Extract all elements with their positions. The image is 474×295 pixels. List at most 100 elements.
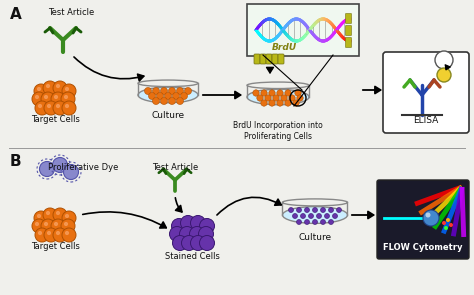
Circle shape xyxy=(312,207,318,212)
FancyBboxPatch shape xyxy=(278,54,284,64)
Circle shape xyxy=(44,222,48,226)
Circle shape xyxy=(180,227,194,242)
Circle shape xyxy=(191,216,206,230)
Circle shape xyxy=(181,93,188,99)
Circle shape xyxy=(426,212,430,217)
Circle shape xyxy=(53,228,67,242)
FancyBboxPatch shape xyxy=(254,54,260,64)
Text: FLOW Cytometry: FLOW Cytometry xyxy=(383,243,463,252)
Circle shape xyxy=(200,235,215,250)
Circle shape xyxy=(168,88,175,94)
Text: B: B xyxy=(10,154,22,169)
Circle shape xyxy=(446,218,450,222)
Circle shape xyxy=(297,207,301,212)
Text: A: A xyxy=(10,7,22,22)
Circle shape xyxy=(182,235,197,250)
Text: Target Cells: Target Cells xyxy=(30,115,80,124)
Circle shape xyxy=(44,101,58,115)
Circle shape xyxy=(51,219,65,233)
Text: Test Article: Test Article xyxy=(48,8,94,17)
Circle shape xyxy=(53,81,67,95)
Ellipse shape xyxy=(138,87,198,103)
Circle shape xyxy=(265,95,271,101)
Circle shape xyxy=(261,90,267,96)
Circle shape xyxy=(337,207,341,212)
Circle shape xyxy=(44,228,58,242)
Circle shape xyxy=(261,100,267,106)
Circle shape xyxy=(170,227,184,242)
Circle shape xyxy=(168,98,175,104)
Circle shape xyxy=(65,214,69,218)
Circle shape xyxy=(320,207,326,212)
Circle shape xyxy=(277,90,283,96)
Circle shape xyxy=(56,104,60,108)
Circle shape xyxy=(253,90,259,96)
Circle shape xyxy=(184,88,191,94)
Circle shape xyxy=(53,208,67,222)
Text: ELISA: ELISA xyxy=(413,116,438,125)
Circle shape xyxy=(332,214,337,219)
Circle shape xyxy=(199,227,213,242)
Text: Stained Cells: Stained Cells xyxy=(164,252,219,261)
Circle shape xyxy=(176,98,183,104)
Ellipse shape xyxy=(247,89,309,105)
Circle shape xyxy=(54,222,58,226)
Circle shape xyxy=(35,222,39,226)
Circle shape xyxy=(285,100,291,106)
Circle shape xyxy=(289,207,293,212)
Circle shape xyxy=(176,88,183,94)
Circle shape xyxy=(32,92,46,106)
Circle shape xyxy=(37,214,41,218)
Circle shape xyxy=(449,223,453,227)
Text: Culture: Culture xyxy=(299,233,331,242)
FancyBboxPatch shape xyxy=(346,25,352,35)
Circle shape xyxy=(281,95,287,101)
Circle shape xyxy=(35,228,49,242)
FancyBboxPatch shape xyxy=(377,180,469,259)
Circle shape xyxy=(320,219,326,224)
Circle shape xyxy=(269,90,275,96)
Circle shape xyxy=(37,87,41,91)
Circle shape xyxy=(53,101,67,115)
Circle shape xyxy=(56,211,60,215)
Circle shape xyxy=(257,95,263,101)
Circle shape xyxy=(145,88,152,94)
Circle shape xyxy=(43,81,57,95)
Circle shape xyxy=(62,101,76,115)
Circle shape xyxy=(35,95,39,99)
Circle shape xyxy=(161,98,167,104)
Circle shape xyxy=(153,98,159,104)
Circle shape xyxy=(442,221,446,225)
Circle shape xyxy=(269,100,275,106)
Circle shape xyxy=(38,104,42,108)
Text: Test Article: Test Article xyxy=(152,163,198,172)
FancyBboxPatch shape xyxy=(383,52,469,133)
Circle shape xyxy=(277,100,283,106)
Circle shape xyxy=(39,161,55,176)
Circle shape xyxy=(65,104,69,108)
Circle shape xyxy=(65,231,69,235)
Circle shape xyxy=(44,95,48,99)
Circle shape xyxy=(423,210,439,226)
Circle shape xyxy=(437,68,451,82)
Text: BrdU: BrdU xyxy=(272,43,297,52)
Circle shape xyxy=(325,214,329,219)
Circle shape xyxy=(444,226,448,230)
Circle shape xyxy=(153,88,159,94)
Circle shape xyxy=(62,84,76,98)
Text: Proliferative Dye: Proliferative Dye xyxy=(48,163,118,172)
FancyBboxPatch shape xyxy=(260,54,266,64)
Circle shape xyxy=(328,207,334,212)
Circle shape xyxy=(297,219,301,224)
Circle shape xyxy=(53,158,67,173)
Circle shape xyxy=(64,165,79,179)
Circle shape xyxy=(301,214,306,219)
Circle shape xyxy=(181,216,195,230)
Circle shape xyxy=(295,90,301,96)
Circle shape xyxy=(51,92,65,106)
Circle shape xyxy=(56,84,60,88)
Circle shape xyxy=(297,95,303,101)
Text: BrdU Incorporation into
Proliferating Cells: BrdU Incorporation into Proliferating Ce… xyxy=(233,121,323,141)
Circle shape xyxy=(64,222,68,226)
Circle shape xyxy=(64,95,68,99)
